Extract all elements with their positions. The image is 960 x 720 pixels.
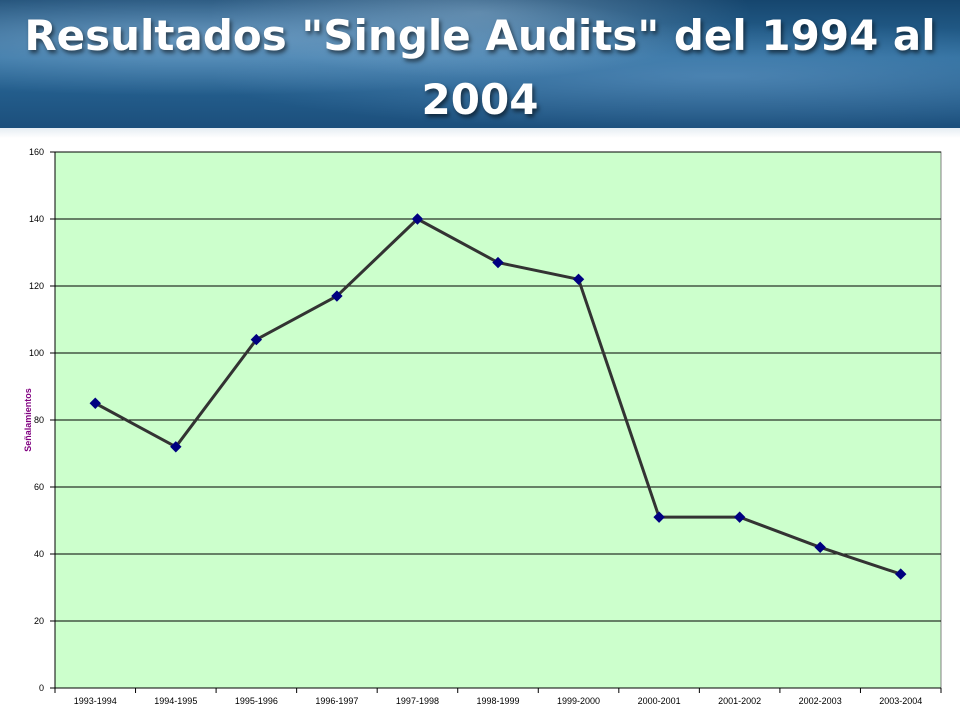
slide-title: Resultados "Single Audits" del 1994 al 2… bbox=[24, 11, 936, 124]
x-tick-label: 2003-2004 bbox=[879, 696, 922, 706]
y-tick-label: 0 bbox=[39, 683, 44, 693]
x-tick-label: 1995-1996 bbox=[235, 696, 278, 706]
data-point-marker bbox=[331, 290, 343, 302]
line-chart: 0 20 40 60 80 100 120 140 160 1993-1994 1994-1995… bbox=[23, 147, 942, 706]
y-tick-label: 60 bbox=[34, 482, 44, 492]
y-tick-label: 20 bbox=[34, 616, 44, 626]
x-tick-labels: 1993-1994 1994-1995 1995-1996 1996-1997 1997… bbox=[54, 688, 942, 706]
y-axis-label: Señalamientos bbox=[23, 388, 33, 452]
y-tick-label: 100 bbox=[29, 348, 44, 358]
series bbox=[89, 213, 907, 580]
title-divider bbox=[0, 128, 960, 138]
x-tick-label: 2001-2002 bbox=[718, 696, 761, 706]
x-tick-label: 1999-2000 bbox=[557, 696, 600, 706]
data-point-marker bbox=[492, 256, 504, 269]
x-tick-label: 2002-2003 bbox=[799, 696, 842, 706]
data-point-marker bbox=[170, 441, 182, 453]
x-tick-label: 1997-1998 bbox=[396, 696, 439, 706]
x-tick-label: 1998-1999 bbox=[476, 696, 519, 706]
y-tick-label: 160 bbox=[29, 147, 44, 157]
x-tick-label: 1994-1995 bbox=[154, 696, 197, 706]
gridlines bbox=[55, 151, 941, 622]
data-point-marker bbox=[89, 397, 101, 409]
x-tick-label: 2000-2001 bbox=[638, 696, 681, 706]
y-tick-label: 140 bbox=[29, 214, 44, 224]
x-tick-label: 1993-1994 bbox=[74, 696, 117, 706]
title-banner: Resultados "Single Audits" del 1994 al 2… bbox=[0, 0, 960, 128]
data-point-marker bbox=[814, 541, 826, 554]
y-tick-label: 120 bbox=[29, 281, 44, 291]
y-tick-labels: 0 20 40 60 80 100 120 140 160 bbox=[29, 147, 55, 693]
y-tick-label: 80 bbox=[34, 415, 44, 425]
x-tick-label: 1996-1997 bbox=[315, 696, 358, 706]
data-point-marker bbox=[733, 511, 746, 523]
data-point-marker bbox=[411, 213, 424, 225]
data-point-marker bbox=[572, 273, 585, 286]
data-point-marker bbox=[250, 333, 263, 346]
y-tick-label: 40 bbox=[34, 549, 44, 559]
data-point-marker bbox=[653, 511, 665, 523]
data-point-marker bbox=[895, 568, 907, 580]
